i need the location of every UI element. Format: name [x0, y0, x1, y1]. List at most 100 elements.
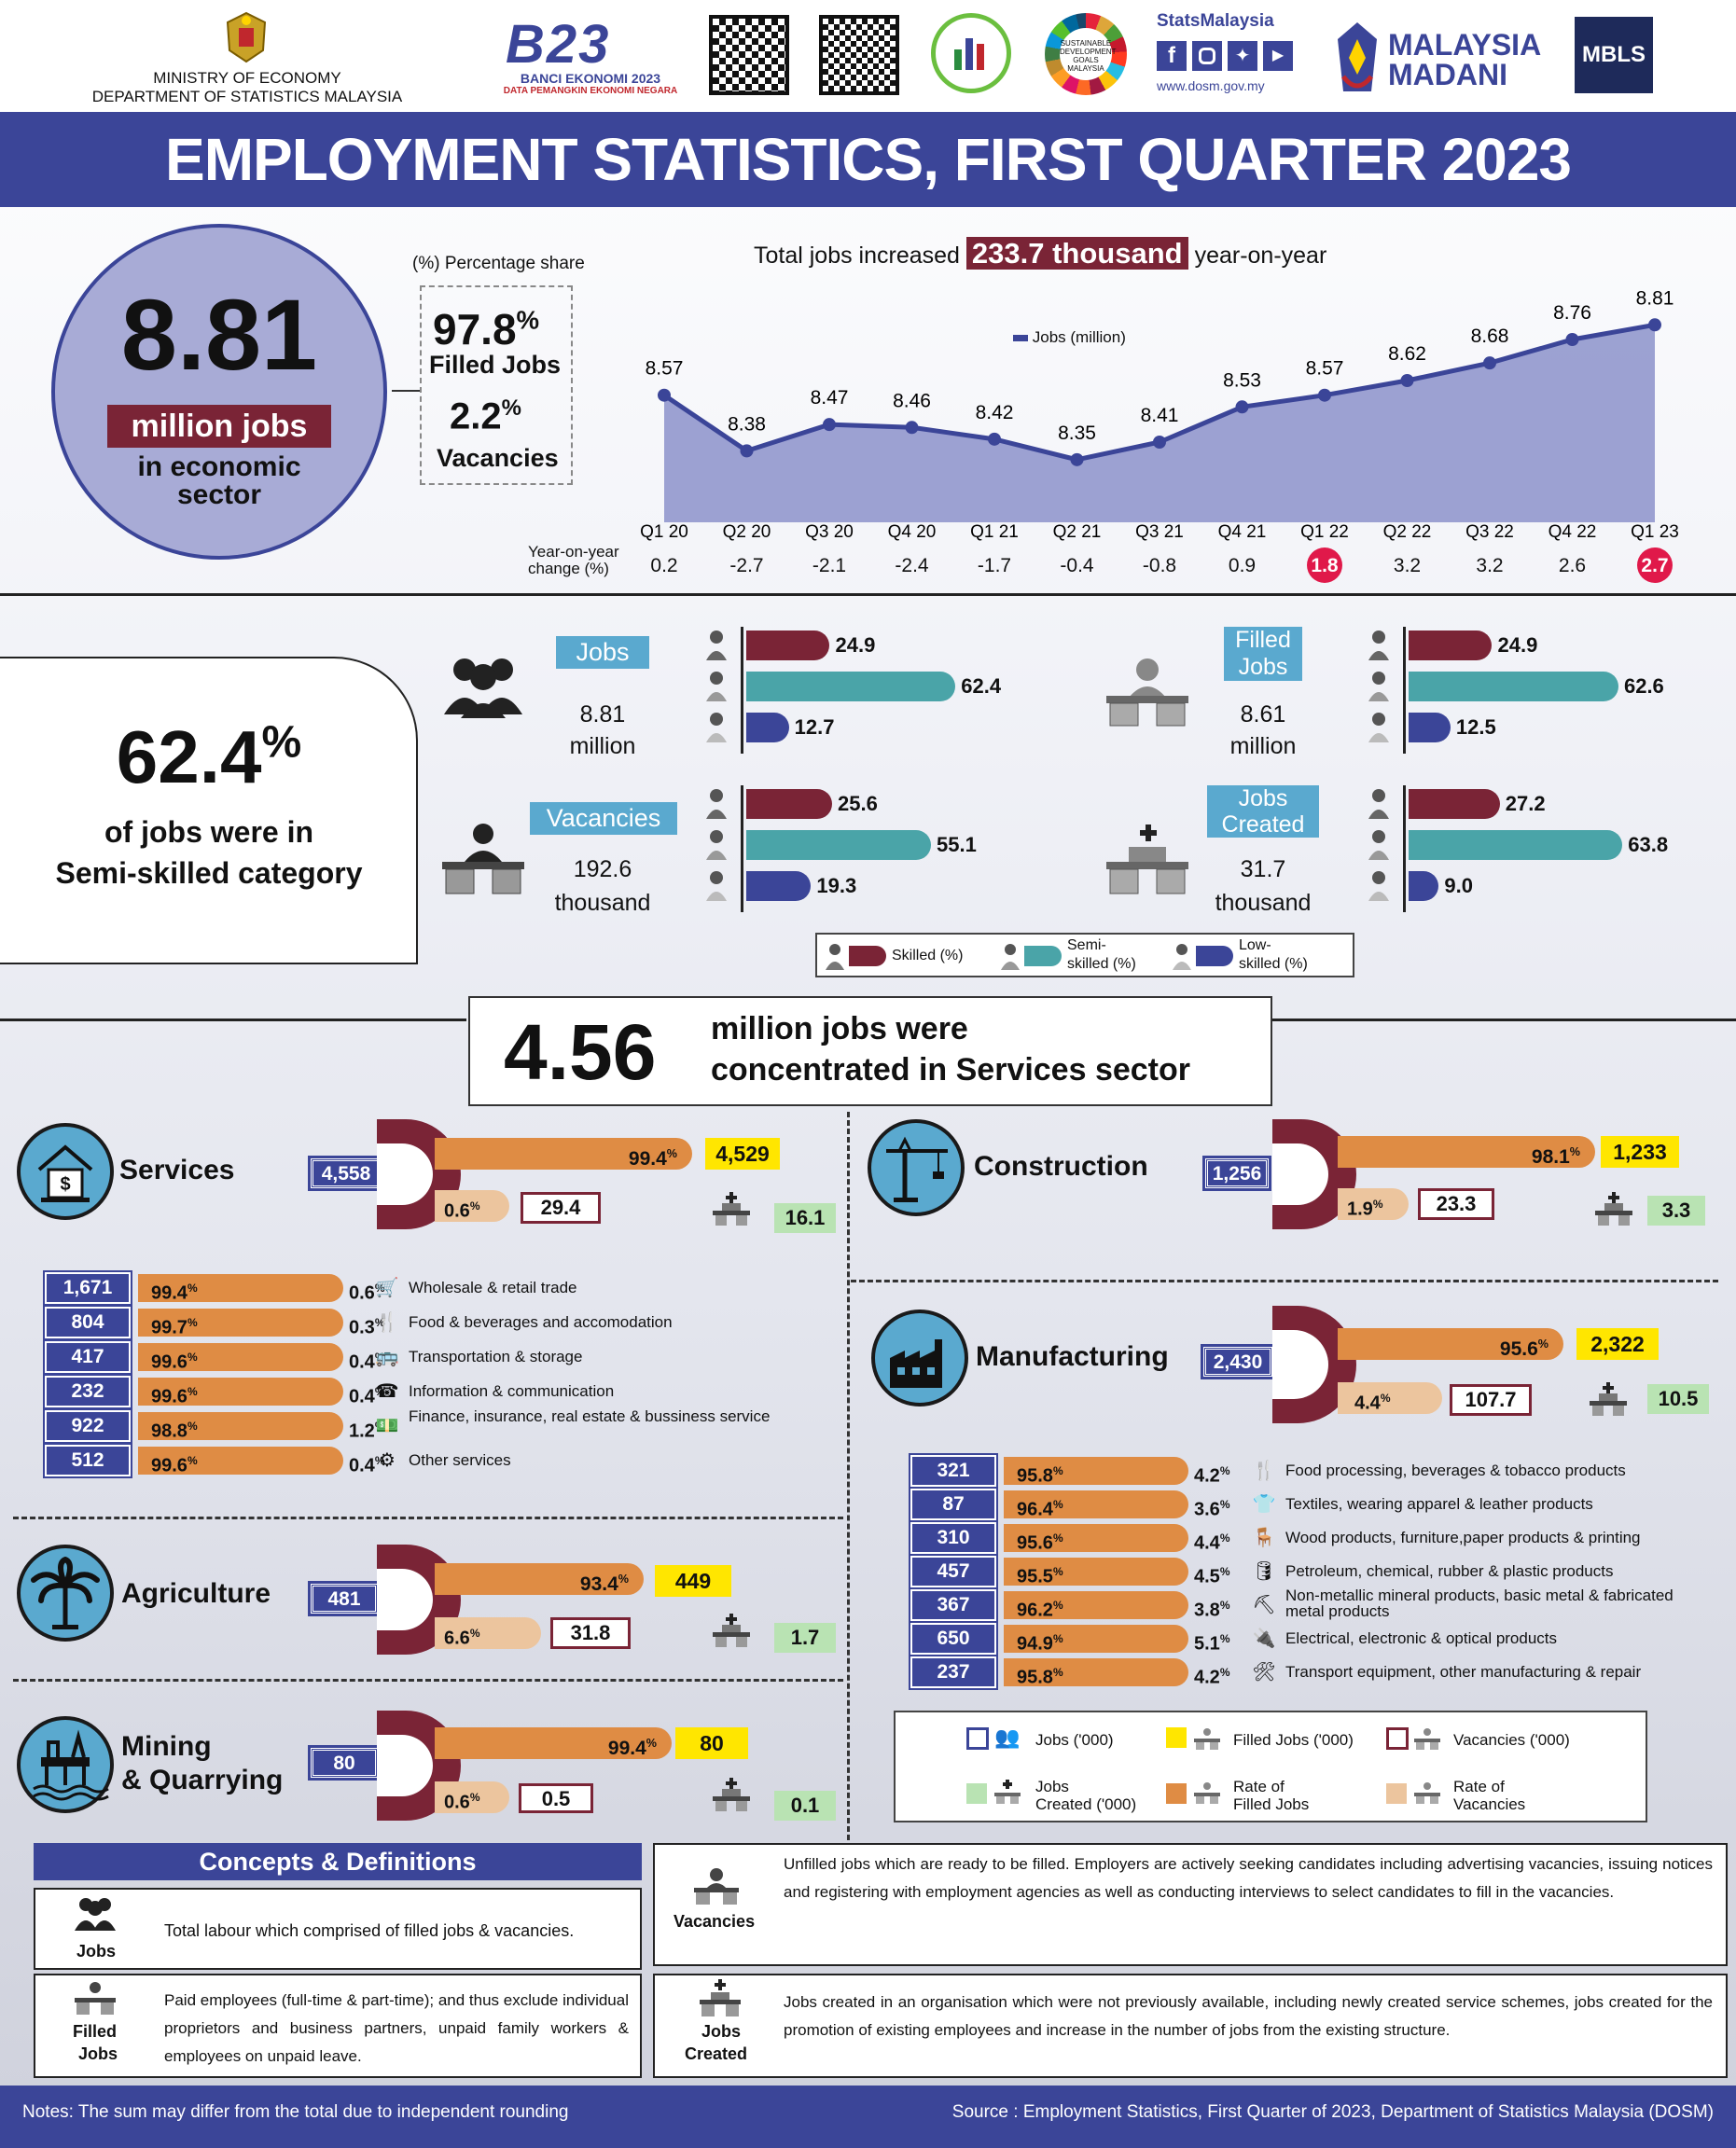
- qr-code-icon[interactable]: [709, 15, 789, 95]
- facebook-icon[interactable]: f: [1157, 41, 1187, 71]
- skill-bar-label: 12.7: [794, 715, 835, 739]
- subsector-jobs: 367: [909, 1587, 998, 1623]
- legend-rate-vac-swatch: [1386, 1783, 1407, 1804]
- services-icon: $: [17, 1123, 114, 1220]
- filled-group-value: 8.61: [1240, 701, 1286, 728]
- subsector-jobs: 417: [43, 1339, 132, 1375]
- yoy-value: -2.1: [812, 555, 846, 576]
- concept-vacancies-icon: [692, 1867, 741, 1905]
- banci-logo-mark: B23: [506, 14, 611, 75]
- chart-value-label: 8.42: [976, 402, 1014, 423]
- legend-jobs-icon: 👥: [994, 1725, 1021, 1749]
- mining-vac: 0.5: [519, 1783, 593, 1813]
- concept-vacancies-label: Vacancies: [674, 1912, 756, 1931]
- construction-name: Construction: [974, 1151, 1148, 1182]
- manufacturing-vac: 107.7: [1450, 1384, 1532, 1416]
- subsector-vac-rate: 0.4%: [349, 1351, 385, 1373]
- chart-point: [1235, 400, 1249, 414]
- total-jobs-unit: million jobs: [107, 405, 331, 448]
- skill-bar-label: 12.5: [1455, 715, 1496, 739]
- manufacturing-bracket-inner: [1272, 1330, 1328, 1399]
- skill-axis-line: [1403, 785, 1406, 912]
- sector-legend: 👥 Jobs ('000) Filled Jobs ('000) Vacanci…: [894, 1711, 1647, 1822]
- subsector-filled-rate: 96.2%: [1004, 1591, 1188, 1621]
- concept-jobs: Jobs Total labour which comprised of fil…: [34, 1888, 642, 1970]
- jobs-area-chart: 8.57 Q1 20 0.2 8.38 Q2 20 -2.7 8.47 Q3 20 -2.1 8.…: [640, 287, 1679, 583]
- legend-swatch: [1013, 335, 1028, 342]
- subsector-vac-rate: 0.3%: [349, 1316, 385, 1338]
- subsector-filled-rate: 99.6%: [138, 1447, 343, 1476]
- share-box: 97.8% Filled Jobs 2.2% Vacancies: [420, 285, 573, 485]
- website-link[interactable]: www.dosm.gov.my: [1157, 78, 1265, 93]
- legend-jobs-swatch: [965, 1725, 991, 1752]
- subsector-label: Textiles, wearing apparel & leather prod…: [1285, 1495, 1593, 1513]
- concept-created-label2: Created: [685, 2044, 748, 2063]
- person-icon: [1368, 787, 1390, 819]
- coat-of-arms-icon: [216, 9, 276, 65]
- subsector-row: 804 99.7% 0.3% 🍴 Food & beverages and accomo…: [43, 1305, 847, 1340]
- headline-line2: Semi-skilled category: [55, 856, 363, 890]
- twitter-icon[interactable]: ✦: [1228, 41, 1257, 71]
- bus-icon: 🚌: [375, 1347, 399, 1367]
- total-jobs-desc1: in economic: [137, 451, 301, 482]
- sdg-wheel-icon: SUSTAINABLE DEVELOPMENT GOALS MALAYSIA: [1045, 13, 1127, 95]
- chart-category-label: Q1 22: [1300, 522, 1349, 542]
- skill-bar-low: [746, 871, 812, 901]
- services-jobs: 4,558: [308, 1156, 384, 1191]
- subsector-label: Wholesale & retail trade: [409, 1279, 577, 1296]
- chart-category-label: Q4 20: [888, 522, 937, 542]
- services-vac: 29.4: [521, 1192, 601, 1224]
- qr-code-facebook-icon[interactable]: [819, 15, 899, 95]
- person-icon: [1368, 869, 1390, 901]
- yoy-value: 2.7: [1641, 555, 1668, 576]
- yoy-value: 0.2: [650, 555, 677, 576]
- banci-title: BANCI EKONOMI 2023: [520, 71, 661, 86]
- instagram-icon[interactable]: [1192, 41, 1222, 71]
- skilled-legend-label: Skilled (%): [892, 948, 964, 963]
- subsector-label: Food & beverages and accomodation: [409, 1313, 673, 1331]
- agriculture-created-icon: [713, 1614, 750, 1647]
- legend-created-label: Jobs Created ('000): [1035, 1778, 1137, 1813]
- youtube-icon[interactable]: ▶: [1263, 41, 1293, 71]
- skill-bar-label: 27.2: [1505, 792, 1546, 815]
- mining-jobs: 80: [308, 1745, 381, 1781]
- filled-label: Filled Jobs: [429, 351, 562, 379]
- construction-created-icon: [1595, 1192, 1632, 1226]
- chart-point: [1483, 356, 1496, 370]
- subsector-row: 321 95.8% 4.2% 🍴 Food processing, beverages …: [909, 1453, 1713, 1489]
- chart-title-post: year-on-year: [1194, 243, 1327, 269]
- vacancies-desk-icon: [437, 821, 530, 895]
- services-banner-value: 4.56: [504, 1008, 657, 1096]
- legend-filled-icon: [1194, 1727, 1220, 1750]
- chart-title-highlight: 233.7 thousand: [965, 237, 1188, 270]
- concept-created-icon: [698, 1979, 743, 2016]
- headline-pct: 62.4: [116, 715, 262, 798]
- title-bar: EMPLOYMENT STATISTICS, FIRST QUARTER 202…: [0, 112, 1736, 207]
- subsector-row: 367 96.2% 3.8% ⛏ Non-metallic mineral produc…: [909, 1587, 1713, 1623]
- services-banner-text2: concentrated in Services sector: [711, 1052, 1191, 1088]
- legend-rate-vac-icon: [1414, 1781, 1440, 1804]
- mining-vac-rate: 0.6: [444, 1792, 470, 1813]
- madani-line2: MADANI: [1388, 58, 1507, 91]
- mining-created-icon: [713, 1778, 750, 1811]
- skill-bar-semi: [1409, 830, 1623, 860]
- chart-point: [658, 388, 671, 402]
- semi-skilled-headline-box: 62.4% of jobs were in Semi-skilled categ…: [0, 657, 418, 964]
- vacancies-group-label: Vacancies: [530, 802, 677, 835]
- chart-category-label: Q1 21: [970, 522, 1019, 542]
- concept-created-text: Jobs created in an organisation which we…: [784, 1993, 1713, 2039]
- legend-rate-filled-label: Rate of Filled Jobs: [1233, 1778, 1310, 1813]
- banci-ekonomi-logo: B23 BANCI EKONOMI 2023 DATA PEMANGKIN EK…: [502, 13, 679, 97]
- concept-vacancies-text: Unfilled jobs which are ready to be fill…: [784, 1855, 1713, 1901]
- skilled-person-icon: [825, 942, 845, 970]
- share-label: (%) Percentage share: [412, 254, 585, 273]
- subsector-row: 237 95.8% 4.2% 🛠 Transport equipment, other …: [909, 1655, 1713, 1690]
- subsector-row: 417 99.6% 0.4% 🚌 Transportation & storage: [43, 1339, 847, 1375]
- yoy-value: -1.7: [978, 555, 1011, 576]
- divider-1: [0, 593, 1736, 596]
- subsector-vac-rate: 0.4%: [349, 1385, 385, 1407]
- vacancies-pct: 2.2: [450, 395, 502, 437]
- concept-created-label1: Jobs: [701, 2022, 742, 2041]
- subsector-label: Petroleum, chemical, rubber & plastic pr…: [1285, 1562, 1614, 1580]
- filled-group-label: Filled Jobs: [1224, 627, 1302, 681]
